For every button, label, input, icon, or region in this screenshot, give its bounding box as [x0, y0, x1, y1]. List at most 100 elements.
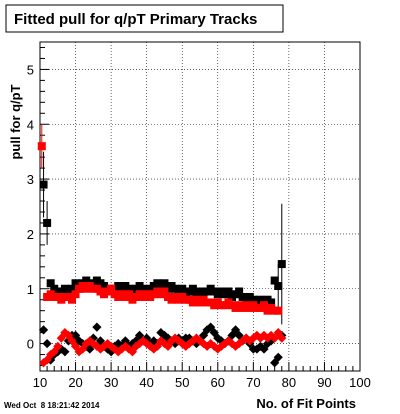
data-point-square — [160, 279, 169, 288]
x-tick-label: 80 — [282, 375, 296, 390]
data-point-square — [68, 284, 76, 293]
data-point-diamond — [81, 338, 91, 349]
x-tick-label: 50 — [175, 375, 189, 390]
data-point-square — [71, 279, 80, 288]
data-point-square — [274, 306, 283, 315]
y-axis-label: pull for q/pT — [8, 84, 23, 159]
data-point-diamond — [134, 338, 145, 349]
data-point-diamond — [149, 344, 159, 354]
data-point-square — [68, 295, 76, 304]
data-point-diamond — [49, 347, 59, 357]
data-point-diamond — [184, 333, 194, 343]
data-point-diamond — [95, 344, 106, 354]
y-tick-label: 0 — [27, 337, 34, 352]
data-point-diamond — [202, 341, 212, 351]
x-tick-label: 20 — [68, 375, 82, 390]
data-point-diamond — [206, 322, 216, 332]
y-tick-label: 4 — [27, 117, 34, 132]
data-point-diamond — [42, 338, 52, 349]
data-point-diamond — [78, 344, 88, 354]
data-point-square — [270, 276, 279, 285]
data-point-square — [277, 260, 286, 269]
y-tick-label: 1 — [27, 282, 34, 297]
x-axis-label: No. of Fit Points — [256, 396, 356, 411]
data-point-square — [235, 287, 244, 296]
data-point-diamond — [270, 358, 280, 368]
data-point-diamond — [241, 333, 251, 343]
data-point-square — [114, 282, 123, 291]
data-point-diamond — [252, 344, 262, 354]
data-point-diamond — [117, 344, 127, 354]
data-point-diamond — [38, 358, 49, 368]
data-point-diamond — [170, 338, 180, 349]
data-point-diamond — [131, 341, 141, 351]
x-tick-label: 90 — [317, 375, 331, 390]
data-point-square — [124, 290, 133, 299]
data-point-square — [71, 290, 80, 299]
data-point-diamond — [191, 333, 202, 343]
data-point-square — [43, 218, 52, 227]
data-point-diamond — [191, 338, 202, 349]
data-point-square — [46, 279, 55, 288]
data-point-diamond — [170, 333, 180, 343]
data-point-diamond — [102, 338, 113, 349]
data-point-diamond — [220, 338, 230, 349]
data-point-diamond — [163, 333, 173, 343]
data-point-diamond — [213, 344, 223, 354]
data-point-diamond — [273, 352, 283, 362]
data-point-square — [178, 284, 187, 293]
data-point-diamond — [70, 341, 81, 351]
data-point-diamond — [60, 347, 70, 357]
data-point-diamond — [213, 333, 223, 343]
data-point-square — [37, 142, 46, 151]
data-point-diamond — [262, 338, 273, 349]
data-point-square — [39, 180, 48, 189]
y-tick-label: 3 — [27, 172, 34, 187]
data-point-diamond — [56, 344, 66, 354]
x-tick-label: 100 — [349, 375, 371, 390]
data-point-diamond — [234, 338, 244, 349]
title-box — [5, 4, 284, 33]
data-point-diamond — [230, 341, 241, 351]
data-point-square — [107, 284, 116, 293]
data-point-diamond — [60, 328, 70, 338]
x-tick-label: 40 — [139, 375, 153, 390]
data-point-diamond — [181, 341, 191, 351]
y-tick-label: 2 — [27, 227, 34, 242]
timestamp: Wed Oct 8 18:21:42 2014 — [4, 401, 100, 410]
data-point-diamond — [277, 333, 287, 343]
data-point-diamond — [156, 328, 166, 338]
data-point-diamond — [53, 341, 63, 351]
chart-title: Fitted pull for q/pT Primary Tracks — [14, 11, 257, 28]
plot-frame — [39, 41, 361, 372]
x-tick-label: 30 — [104, 375, 118, 390]
data-point-diamond — [38, 325, 49, 335]
data-point-diamond — [56, 333, 66, 343]
grid — [40, 42, 360, 371]
data-point-diamond — [270, 333, 280, 343]
data-point-diamond — [216, 341, 226, 351]
data-point-diamond — [163, 341, 173, 351]
data-point-diamond — [142, 333, 152, 343]
data-point-diamond — [88, 333, 98, 343]
axes: 10 20 30 40 50 60 70 80 90 100 0 1 2 3 4 5 — [27, 46, 371, 390]
data-point-diamond — [248, 333, 258, 343]
data-point-diamond — [209, 328, 219, 338]
data-point-diamond — [262, 333, 273, 343]
data-point-square — [160, 287, 169, 296]
x-tick-label: 70 — [246, 375, 260, 390]
data-point-diamond — [102, 344, 113, 354]
data-point-diamond — [92, 322, 102, 332]
data-markers — [37, 142, 287, 368]
data-point-square — [267, 298, 276, 307]
data-point-square — [224, 287, 233, 296]
data-point-square — [188, 284, 197, 293]
data-point-diamond — [255, 333, 266, 343]
y-tick-label: 5 — [27, 62, 34, 77]
data-point-square — [260, 301, 268, 310]
x-tick-label: 10 — [33, 375, 47, 390]
x-tick-label: 60 — [211, 375, 225, 390]
data-point-diamond — [184, 338, 194, 349]
data-point-square — [274, 282, 283, 291]
